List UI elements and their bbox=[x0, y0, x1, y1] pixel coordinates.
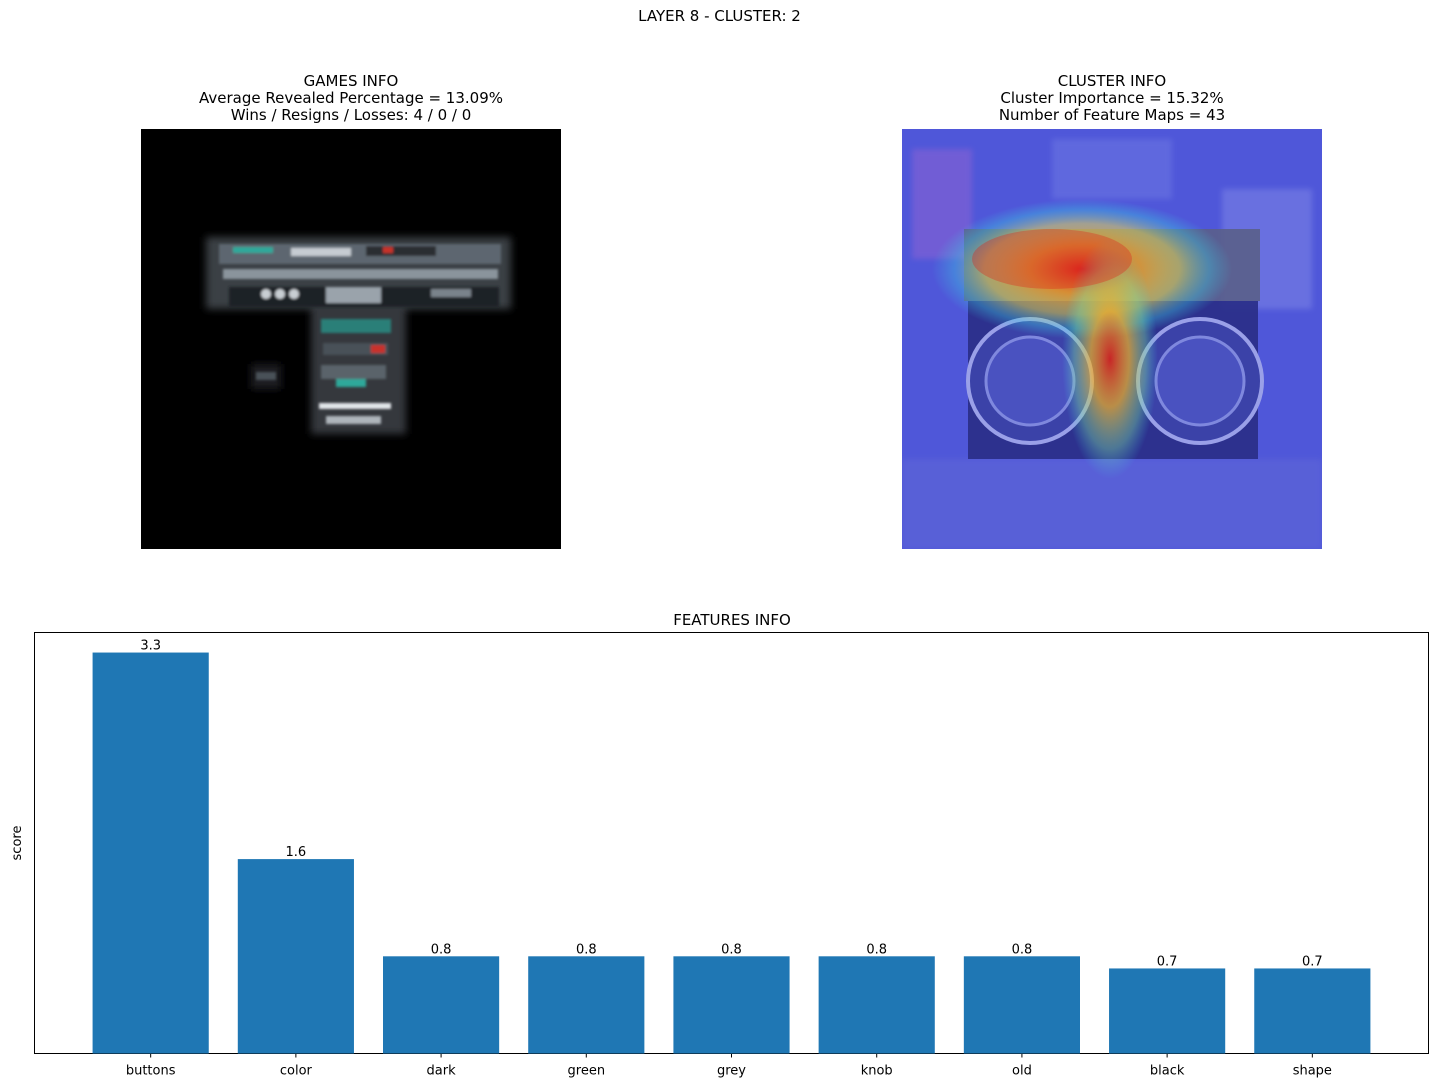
y-axis-label: score bbox=[10, 826, 25, 861]
figure-suptitle: LAYER 8 - CLUSTER: 2 bbox=[638, 7, 801, 25]
cluster-info-heading: CLUSTER INFO bbox=[1057, 72, 1167, 90]
revealed-boombox-graphic bbox=[206, 237, 511, 434]
bar-buttons bbox=[92, 652, 209, 1054]
bar-value-label-knob: 0.8 bbox=[866, 942, 887, 957]
chart-title: FEATURES INFO bbox=[673, 611, 791, 629]
bar-value-label-shape: 0.7 bbox=[1302, 954, 1323, 969]
x-tick-label-old: old bbox=[1012, 1064, 1032, 1079]
heatmap-image bbox=[902, 129, 1322, 549]
revealed-image bbox=[141, 129, 561, 549]
bar-shape bbox=[1254, 968, 1371, 1054]
x-tick-label-buttons: buttons bbox=[126, 1064, 176, 1079]
bar-knob bbox=[818, 956, 935, 1054]
bar-value-label-color: 1.6 bbox=[286, 845, 307, 860]
x-tick-label-dark: dark bbox=[427, 1064, 457, 1079]
bar-grey bbox=[673, 956, 790, 1054]
games-info-title: GAMES INFO Average Revealed Percentage =… bbox=[141, 73, 561, 124]
bar-value-label-black: 0.7 bbox=[1157, 954, 1178, 969]
cluster-importance-text: Cluster Importance = 15.32% bbox=[1000, 89, 1224, 107]
wins-resigns-losses-text: Wins / Resigns / Losses: 4 / 0 / 0 bbox=[230, 106, 472, 124]
heatmap-overlay-graphic bbox=[902, 129, 1322, 549]
games-info-heading: GAMES INFO bbox=[303, 72, 399, 90]
x-tick-label-black: black bbox=[1150, 1064, 1185, 1079]
bar-black bbox=[1109, 968, 1226, 1054]
revealed-percentage-text: Average Revealed Percentage = 13.09% bbox=[198, 89, 503, 107]
bar-value-label-grey: 0.8 bbox=[721, 942, 742, 957]
x-tick-label-color: color bbox=[280, 1064, 313, 1079]
feature-maps-count-text: Number of Feature Maps = 43 bbox=[998, 106, 1226, 124]
cluster-info-title: CLUSTER INFO Cluster Importance = 15.32%… bbox=[902, 73, 1322, 124]
bar-color bbox=[237, 859, 354, 1054]
bar-value-label-dark: 0.8 bbox=[431, 942, 452, 957]
bar-dark bbox=[383, 956, 500, 1054]
x-tick-label-green: green bbox=[568, 1064, 606, 1079]
x-tick-label-knob: knob bbox=[861, 1064, 893, 1079]
bar-green bbox=[528, 956, 645, 1054]
x-tick-label-shape: shape bbox=[1293, 1064, 1332, 1079]
bar-value-label-green: 0.8 bbox=[576, 942, 597, 957]
bars-group: 3.3 buttons 1.6 color 0.8 dark 0.8 green 0.8 grey… bbox=[92, 639, 1371, 1079]
bar-value-label-old: 0.8 bbox=[1012, 942, 1033, 957]
bar-value-label-buttons: 3.3 bbox=[140, 639, 161, 654]
x-tick-label-grey: grey bbox=[717, 1064, 746, 1079]
bar-old bbox=[963, 956, 1080, 1054]
